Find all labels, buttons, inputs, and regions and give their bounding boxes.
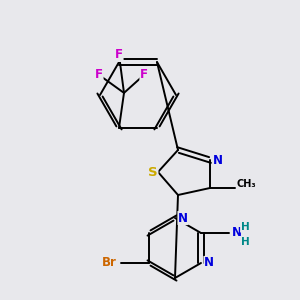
Text: H: H [241,237,249,247]
Text: N: N [232,226,242,239]
Text: Br: Br [102,256,116,269]
Text: F: F [140,68,148,81]
Text: N: N [178,212,188,224]
Text: F: F [115,48,123,62]
Text: N: N [204,256,214,269]
Text: H: H [241,222,249,232]
Text: S: S [148,166,158,178]
Text: N: N [213,154,223,166]
Text: F: F [95,68,103,81]
Text: CH₃: CH₃ [236,179,256,189]
